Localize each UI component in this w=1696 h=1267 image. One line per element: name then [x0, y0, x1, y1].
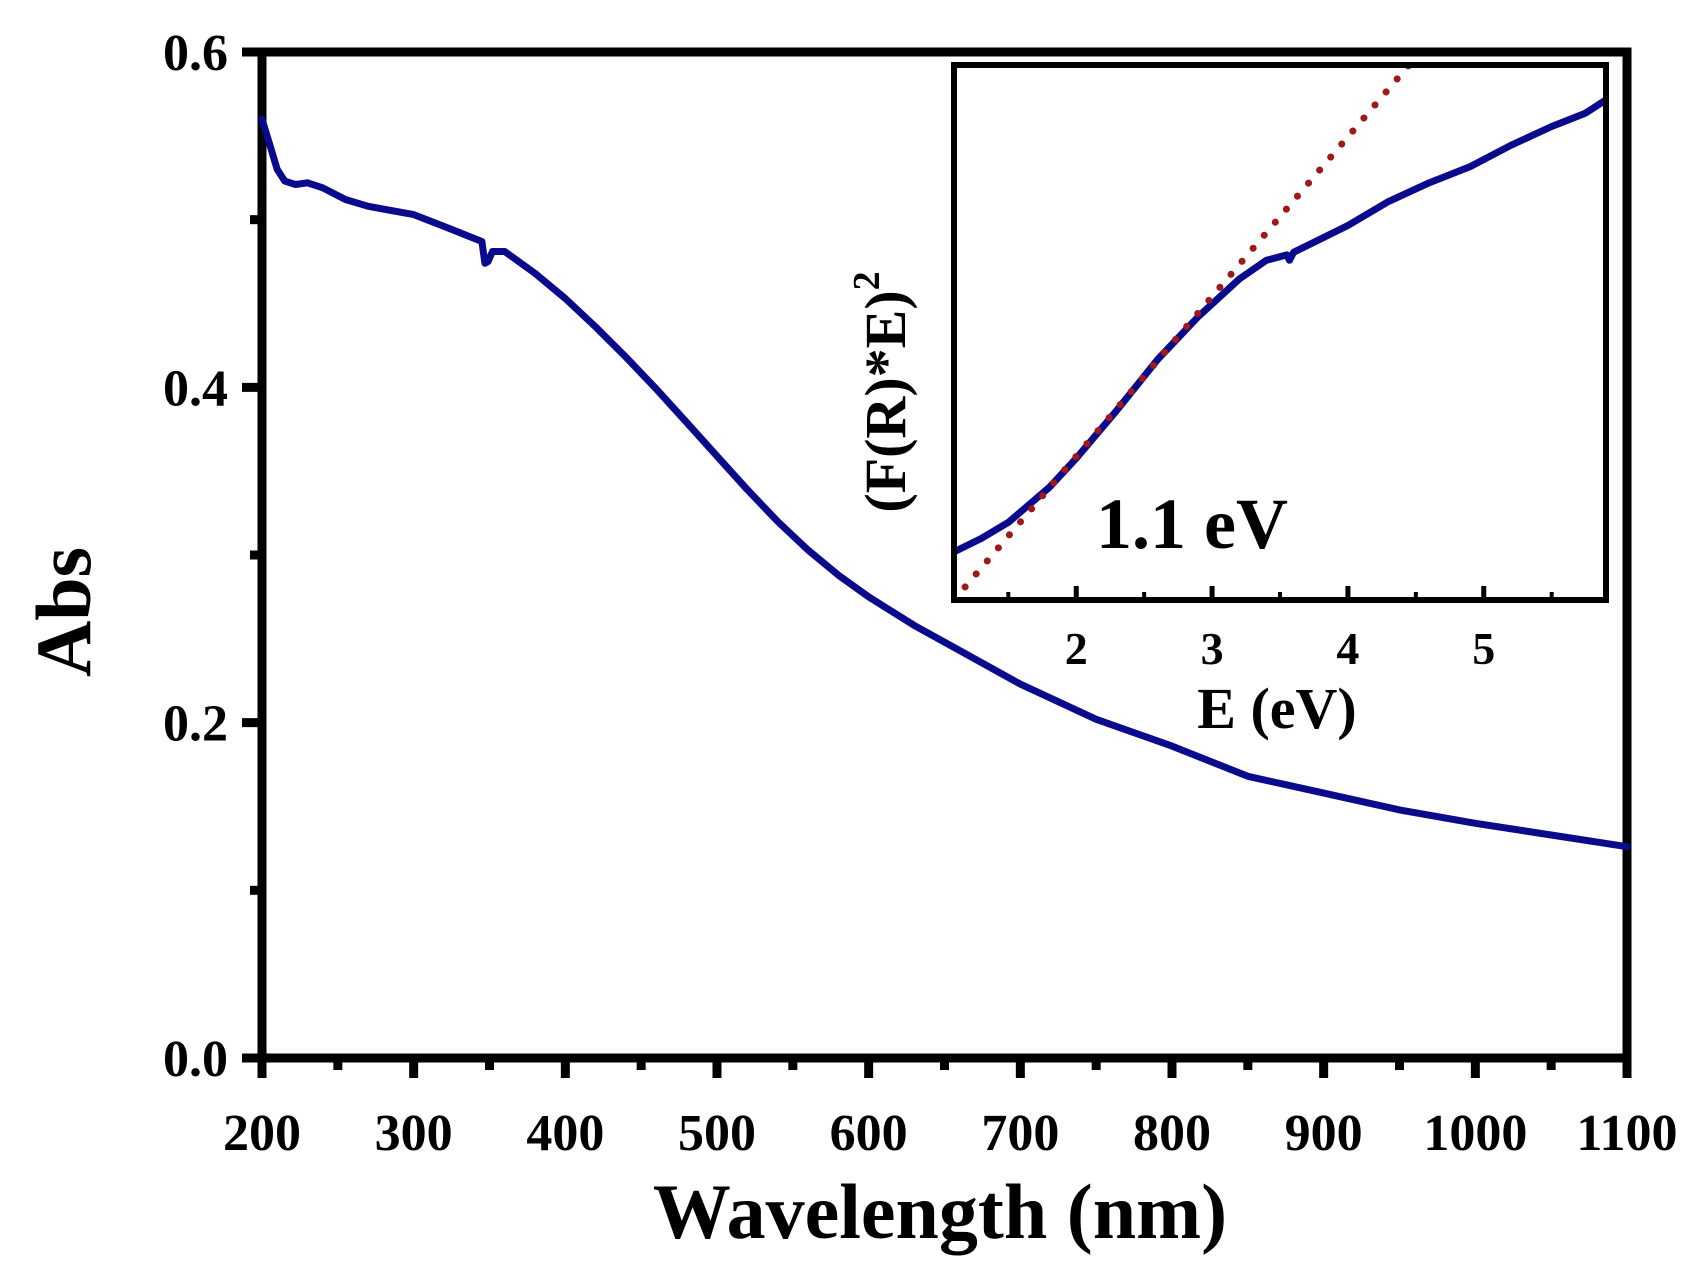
y-tick-label: 0.0	[163, 1031, 228, 1088]
x-tick-label: 700	[981, 1105, 1059, 1162]
abs-series-line	[258, 115, 1631, 851]
x-tick-label: 500	[678, 1105, 756, 1162]
inset-x-tick-label: 2	[1065, 623, 1088, 674]
x-tick-label: 400	[526, 1105, 604, 1162]
x-tick-label: 300	[375, 1105, 453, 1162]
x-tick-label: 600	[830, 1105, 908, 1162]
inset-y-axis-label-main: (F(R)*E)	[853, 290, 918, 512]
main-series	[258, 115, 1631, 851]
inset-series	[954, 65, 1606, 600]
inset-ticks: 2 3 4 5	[1006, 586, 1554, 674]
inset-x-axis-label: E (eV)	[1197, 676, 1356, 741]
bandgap-annotation: 1.1 eV	[1096, 484, 1288, 564]
inset-x-tick-label: 4	[1336, 623, 1359, 674]
x-tick-label: 1100	[1576, 1105, 1677, 1162]
y-tick-label: 0.2	[163, 696, 228, 753]
x-tick-label: 900	[1285, 1105, 1363, 1162]
x-axis-label: Wavelength (nm)	[653, 1168, 1227, 1255]
inset-x-tick-label: 3	[1201, 623, 1224, 674]
inset-y-axis-label-superscript: 2	[846, 271, 888, 290]
x-tick-label: 800	[1133, 1105, 1211, 1162]
inset-y-axis-label: (F(R)*E)2	[846, 271, 918, 512]
y-tick-label: 0.6	[163, 25, 228, 82]
x-tick-label: 1000	[1423, 1105, 1527, 1162]
inset-x-tick-label: 5	[1472, 623, 1495, 674]
inset-spectrum-line	[954, 96, 1606, 556]
main-ticks: 200 300 400 500 600 700 800 900 1000 1100 0.0 0.2 0.…	[163, 25, 1678, 1162]
x-tick-label: 200	[223, 1105, 301, 1162]
y-tick-label: 0.4	[163, 360, 228, 417]
y-axis-label: Abs	[20, 547, 107, 677]
inset-linear-fit-line	[954, 65, 1413, 600]
